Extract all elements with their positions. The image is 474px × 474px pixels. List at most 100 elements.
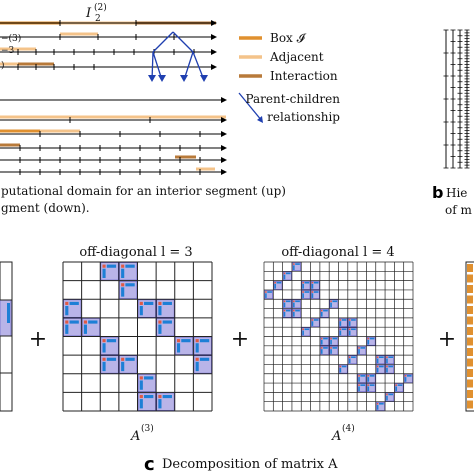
legend-parent-label-2: relationship: [267, 110, 340, 124]
diagonal-entry: [367, 384, 370, 386]
column-bar: [339, 330, 342, 336]
column-bar: [65, 305, 69, 316]
column-bar: [283, 311, 286, 317]
tree-edge: [172, 31, 194, 53]
column-bar: [302, 293, 304, 298]
legend-adjacent-label: Adjacent: [269, 50, 324, 64]
diagonal-entry: [283, 272, 286, 275]
column-bar: [302, 283, 304, 289]
interaction-block: [357, 346, 367, 355]
matrix-partial-left: [0, 261, 13, 412]
caption-b-line1: Hie: [446, 186, 467, 200]
diagonal-entry: [121, 357, 125, 361]
diagonal-entry: [265, 291, 267, 293]
column-bar: [7, 303, 10, 323]
plus-sign-2: +: [231, 327, 249, 352]
row-bar: [144, 301, 154, 305]
column-bar: [330, 349, 332, 354]
column-bar: [139, 380, 143, 390]
column-bar: [386, 358, 388, 364]
diagonal-entry: [283, 309, 286, 312]
diagonal-block: [467, 295, 473, 304]
column-bar: [274, 283, 276, 289]
interaction-block: [376, 355, 385, 365]
column-bar: [358, 377, 360, 382]
plus-sign-1: +: [29, 327, 47, 352]
diagonal-entry: [139, 301, 143, 305]
diagonal-entry: [348, 356, 351, 358]
column-bar: [311, 321, 314, 326]
axis-arrow-icon: [221, 145, 227, 151]
column-bar: [348, 321, 351, 326]
row-bar: [369, 375, 375, 377]
interaction-block: [385, 355, 395, 365]
column-bar: [386, 395, 388, 401]
interaction-block: [394, 383, 404, 393]
box-label-sub: 2: [95, 14, 101, 24]
column-bar: [283, 274, 286, 280]
row-bar: [369, 384, 375, 386]
row-bar: [106, 339, 117, 343]
caption-c: Decomposition of matrix A: [162, 457, 338, 472]
row-bar: [295, 300, 300, 303]
row-bar: [397, 384, 403, 386]
row-bar: [360, 375, 366, 377]
interaction-block: [292, 299, 301, 309]
segment-lines-group: [0, 20, 227, 175]
column-bar: [102, 268, 106, 279]
interaction-block: [320, 336, 329, 346]
interaction-block: [338, 318, 348, 327]
diagonal-entry: [376, 356, 379, 358]
row-bar: [360, 384, 366, 386]
interaction-block: [329, 299, 339, 309]
column-bar: [121, 361, 125, 372]
row-bar: [351, 319, 356, 321]
diagonal-entry: [320, 309, 323, 312]
column-bar: [265, 293, 267, 298]
row-bar: [351, 356, 356, 358]
column-bar: [311, 283, 314, 289]
diagonal-entry: [339, 319, 342, 321]
diagonal-entry: [376, 402, 379, 405]
interaction-block: [292, 308, 301, 318]
diagonal-entry: [330, 347, 332, 349]
axis-arrow-icon: [221, 131, 227, 137]
diagonal-entry: [102, 357, 106, 361]
column-bar: [348, 358, 351, 364]
interaction-block: [264, 290, 274, 299]
column-bar: [65, 324, 69, 334]
interaction-block: [385, 392, 395, 402]
column-bar: [330, 339, 332, 345]
row-bar: [199, 357, 210, 361]
hierarchy-tree-panel-b: [443, 29, 470, 169]
interaction-block: [329, 336, 339, 346]
legend-arrowhead-icon: [257, 116, 263, 123]
box-label-sup: (2): [94, 2, 107, 13]
column-bar: [283, 302, 286, 308]
diagonal-entry: [293, 309, 295, 312]
parent-children-arrows: [148, 31, 208, 82]
row-bar: [125, 283, 135, 287]
column-bar: [195, 343, 199, 353]
plus-sign-3: +: [438, 327, 456, 352]
diagonal-entry: [386, 393, 388, 396]
diagonal-entry: [311, 281, 314, 284]
diagonal-entry: [195, 357, 199, 361]
row-bar: [285, 272, 291, 275]
interaction-block: [348, 355, 357, 365]
tree-edge: [152, 31, 174, 53]
row-bar: [181, 339, 191, 343]
column-bar: [311, 293, 314, 298]
matrix-partial-right: [465, 261, 474, 412]
column-bar: [320, 311, 323, 317]
caption-b-line2: of m: [445, 203, 472, 217]
column-bar: [376, 367, 379, 373]
column-bar: [320, 349, 323, 354]
column-bar: [330, 302, 332, 308]
diagonal-entry: [358, 384, 360, 386]
row-bar: [313, 281, 319, 284]
interaction-block: [310, 318, 320, 327]
interaction-block: [301, 280, 311, 290]
diagonal-block: [467, 400, 473, 409]
interaction-block: [366, 336, 376, 346]
